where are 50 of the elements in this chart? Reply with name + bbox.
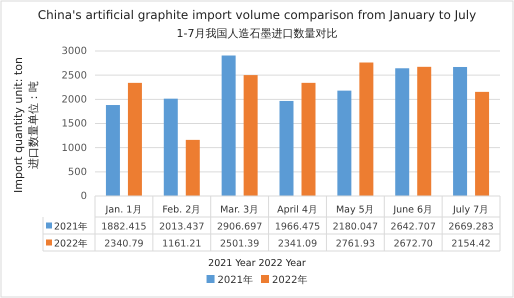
bar xyxy=(337,90,352,196)
y-tick-label: 0 xyxy=(80,191,87,202)
x-tick-label: Jan. 1月 xyxy=(104,204,142,216)
y-tick-label: 1000 xyxy=(62,142,87,154)
bar xyxy=(395,68,410,196)
data-label: 2761.93 xyxy=(336,238,376,250)
y-tick-label: 3000 xyxy=(62,46,87,58)
bar xyxy=(453,66,468,196)
chart-subtitle: 1-7月我国人造石墨进口数量对比 xyxy=(176,27,338,40)
x-tick-label: April 4月 xyxy=(277,204,318,216)
bar xyxy=(128,82,142,196)
data-label: 2642.707 xyxy=(390,222,436,232)
data-label: 2501.39 xyxy=(220,238,260,250)
data-label: 2013.437 xyxy=(159,222,204,232)
text: 2022年 xyxy=(272,275,308,286)
y-tick-label: 500 xyxy=(68,167,87,178)
bar xyxy=(186,140,200,196)
bar xyxy=(164,98,178,196)
data-label: 2341.09 xyxy=(278,238,318,250)
bar xyxy=(244,75,258,196)
data-label: 1882.415 xyxy=(101,222,147,232)
data-label: 2154.42 xyxy=(451,238,491,250)
y-tick-label: 2500 xyxy=(62,70,87,82)
x-tick-label: May 5月 xyxy=(336,204,375,216)
bar xyxy=(106,105,120,196)
bar xyxy=(280,100,294,196)
data-label: 2672.70 xyxy=(394,238,433,250)
legend-label: 2022年 xyxy=(54,238,88,250)
x-tick-label: Mar. 3月 xyxy=(220,204,260,216)
text: 2021 Year 2022 Year xyxy=(208,258,306,269)
data-label: 2180.047 xyxy=(332,222,378,232)
bar xyxy=(417,66,432,196)
chart-title: China's artificial graphite import volume comparison from January to July xyxy=(38,8,476,22)
x-tick-label: July 7月 xyxy=(452,204,490,216)
bar xyxy=(359,62,374,196)
data-label: 1161.21 xyxy=(162,238,202,250)
data-label: 2906.697 xyxy=(216,222,262,232)
data-label: 2340.79 xyxy=(104,238,144,250)
y-tick-label: 1500 xyxy=(62,118,87,130)
legend-label: 2021年 xyxy=(54,220,88,232)
bar xyxy=(222,56,236,196)
x-tick-label: June 6月 xyxy=(392,204,434,216)
data-label: 2669.283 xyxy=(448,222,494,232)
x-tick-label: Feb. 2月 xyxy=(162,204,202,216)
bar xyxy=(475,92,490,196)
bar xyxy=(302,82,316,196)
data-label: 1966.475 xyxy=(274,222,320,232)
y-tick-label: 2000 xyxy=(62,94,87,106)
y-axis-title: Import quantity unit: ton 进口数量单位：吨 xyxy=(12,57,40,193)
text: 2021年 xyxy=(218,275,253,286)
